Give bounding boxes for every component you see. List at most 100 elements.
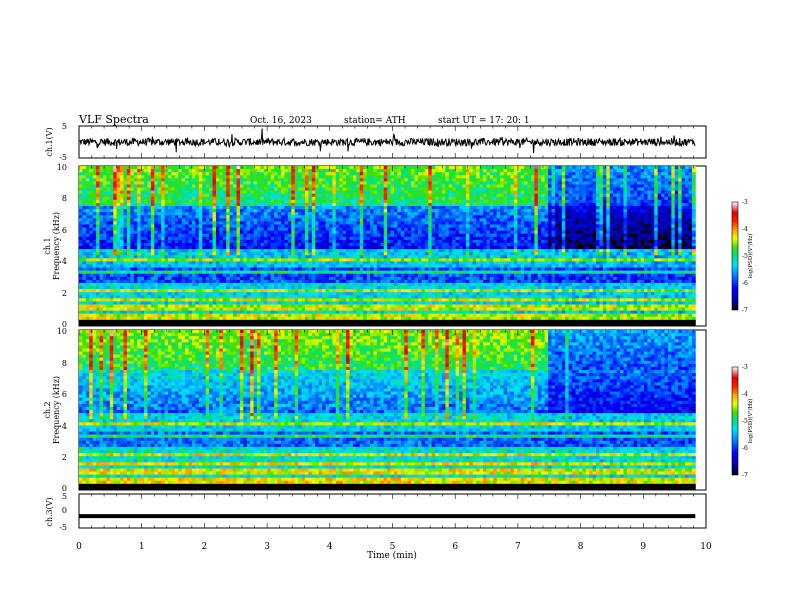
spectrogram-cell <box>202 316 207 321</box>
spectrogram-cell <box>308 190 313 195</box>
spectrogram-cell <box>188 276 193 281</box>
spectrogram-cell <box>359 242 364 247</box>
spectrogram-cell <box>253 255 258 259</box>
spectrogram-cell <box>168 224 172 228</box>
spectrogram-cell <box>342 172 347 176</box>
spectrogram-cell <box>106 221 111 225</box>
spectrogram-cell <box>308 178 313 182</box>
spectrogram-cell <box>356 199 361 204</box>
spectrogram-cell <box>383 319 388 324</box>
spectrogram-cell <box>226 224 231 228</box>
spectrogram-cell <box>257 295 261 299</box>
spectrogram-cell <box>205 252 210 256</box>
spectrogram-cell <box>342 169 347 173</box>
spectrogram-cell <box>120 322 124 327</box>
spectrogram-cell <box>161 221 165 225</box>
spectrogram-cell <box>178 273 183 278</box>
spectrogram-cell <box>376 292 381 296</box>
spectrogram-cell <box>140 242 145 247</box>
spectrogram-cell <box>270 267 275 272</box>
spectrogram-cell <box>178 230 183 235</box>
spectrogram-cell <box>99 212 104 216</box>
spectrogram-cell <box>284 295 289 299</box>
spectrogram-cell <box>267 292 272 296</box>
spectrogram-cell <box>287 252 292 256</box>
spectrogram-cell <box>257 236 261 241</box>
spectrogram-cell <box>287 230 292 235</box>
spectrogram-cell <box>89 206 94 210</box>
spectrogram-cell <box>298 258 302 262</box>
spectrogram-cell <box>257 202 261 207</box>
spectrogram-cell <box>205 276 210 281</box>
spectrogram-cell <box>301 313 306 318</box>
spectrogram-cell <box>229 224 234 228</box>
spectrogram-cell <box>246 202 251 207</box>
spectrogram-cell <box>188 218 193 222</box>
spectrogram-cell <box>106 166 111 170</box>
spectrogram-cell <box>349 169 354 173</box>
spectrogram-cell <box>174 276 179 281</box>
spectrogram-cell <box>106 310 111 315</box>
spectrogram-cell <box>359 239 364 244</box>
spectrogram-cell <box>328 181 333 185</box>
spectrogram-cell <box>102 233 107 238</box>
spectrogram-cell <box>164 289 169 293</box>
spectrogram-cell <box>376 276 381 281</box>
spectrogram-cell <box>168 221 172 225</box>
spectrogram-cell <box>346 212 350 216</box>
spectrogram-cell <box>304 233 309 238</box>
spectrogram-cell <box>109 301 114 305</box>
spectrogram-cell <box>219 295 224 299</box>
spectrogram-cell <box>243 298 248 302</box>
spectrogram-cell <box>215 258 220 262</box>
spectrogram-cell <box>198 279 203 284</box>
spectrogram-cell <box>352 193 357 198</box>
spectrogram-cell <box>171 239 176 244</box>
spectrogram-cell <box>301 193 306 198</box>
spectrogram-cell <box>233 249 237 253</box>
spectrogram-cell <box>339 249 344 253</box>
spectrogram-cell <box>263 206 268 210</box>
spectrogram-cell <box>133 295 138 299</box>
spectrogram-cell <box>99 218 104 222</box>
spectrogram-cell <box>298 316 302 321</box>
spectrogram-cell <box>291 270 296 275</box>
spectrogram-cell <box>113 316 118 321</box>
spectrogram-cell <box>174 224 179 228</box>
spectrogram-cell <box>294 267 299 272</box>
spectrogram-cell <box>147 239 152 244</box>
spectrogram-cell <box>202 252 207 256</box>
spectrogram-cell <box>318 215 323 219</box>
spectrogram-cell <box>349 252 354 256</box>
spectrogram-cell <box>178 298 183 302</box>
spectrogram-cell <box>168 246 172 250</box>
spectrogram-cell <box>140 267 145 272</box>
spectrogram-cell <box>164 246 169 250</box>
spectrogram-cell <box>164 233 169 238</box>
spectrogram-cell <box>400 233 405 238</box>
spectrogram-cell <box>229 184 234 188</box>
spectrogram-cell <box>318 261 323 265</box>
spectrogram-cell <box>92 212 97 216</box>
spectrogram-cell <box>315 233 320 238</box>
spectrogram-cell <box>311 310 316 315</box>
spectrogram-cell <box>304 172 309 176</box>
spectrogram-cell <box>328 279 333 284</box>
spectrogram-cell <box>349 282 354 287</box>
spectrogram-cell <box>140 249 145 253</box>
spectrogram-cell <box>106 316 111 321</box>
spectrogram-cell <box>301 209 306 213</box>
spectrogram-cell <box>154 270 159 275</box>
spectrogram-cell <box>243 175 248 179</box>
spectrogram-cell <box>133 307 138 312</box>
spectrogram-cell <box>185 218 189 222</box>
spectrogram-cell <box>79 307 83 312</box>
spectrogram-cell <box>339 172 344 176</box>
spectrogram-cell <box>380 298 385 302</box>
spectrogram-cell <box>332 178 337 182</box>
spectrogram-cell <box>318 322 323 327</box>
spectrogram-cell <box>133 279 138 284</box>
spectrogram-cell <box>147 270 152 275</box>
spectrogram-cell <box>294 199 299 204</box>
spectrogram-cell <box>188 166 193 170</box>
